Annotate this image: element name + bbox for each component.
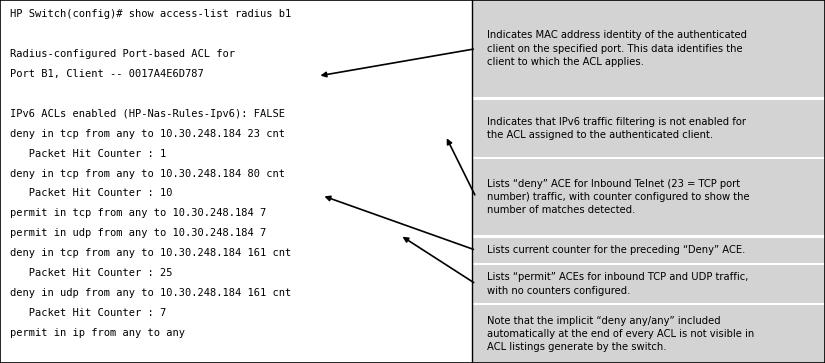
Text: Packet Hit Counter : 25: Packet Hit Counter : 25 <box>10 268 172 278</box>
Text: Radius-configured Port-based ACL for: Radius-configured Port-based ACL for <box>10 49 235 59</box>
Bar <box>0 0 472 363</box>
Bar <box>472 235 825 238</box>
Text: Packet Hit Counter : 10: Packet Hit Counter : 10 <box>10 188 172 199</box>
Text: Lists current counter for the preceding “Deny” ACE.: Lists current counter for the preceding … <box>487 245 745 255</box>
Text: deny in tcp from any to 10.30.248.184 161 cnt: deny in tcp from any to 10.30.248.184 16… <box>10 248 291 258</box>
Bar <box>472 159 825 235</box>
Bar <box>472 303 825 305</box>
Text: Indicates that IPv6 traffic filtering is not enabled for
the ACL assigned to the: Indicates that IPv6 traffic filtering is… <box>487 117 746 140</box>
Text: permit in ip from any to any: permit in ip from any to any <box>10 328 185 338</box>
Text: permit in tcp from any to 10.30.248.184 7: permit in tcp from any to 10.30.248.184 … <box>10 208 266 219</box>
Bar <box>472 157 825 159</box>
Bar <box>472 263 825 265</box>
Text: HP Switch(config)# show access-list radius b1: HP Switch(config)# show access-list radi… <box>10 9 291 20</box>
Text: Indicates MAC address identity of the authenticated
client on the specified port: Indicates MAC address identity of the au… <box>487 30 747 67</box>
Bar <box>472 265 825 303</box>
Text: deny in tcp from any to 10.30.248.184 23 cnt: deny in tcp from any to 10.30.248.184 23… <box>10 129 285 139</box>
Bar <box>472 0 825 363</box>
Bar <box>472 238 825 263</box>
Bar <box>472 305 825 363</box>
Text: deny in udp from any to 10.30.248.184 161 cnt: deny in udp from any to 10.30.248.184 16… <box>10 288 291 298</box>
Text: permit in udp from any to 10.30.248.184 7: permit in udp from any to 10.30.248.184 … <box>10 228 266 238</box>
Bar <box>472 0 825 97</box>
Text: Lists “deny” ACE for Inbound Telnet (23 = TCP port
number) traffic, with counter: Lists “deny” ACE for Inbound Telnet (23 … <box>487 179 749 216</box>
Bar <box>472 100 825 157</box>
Text: Note that the implicit “deny any/any” included
automatically at the end of every: Note that the implicit “deny any/any” in… <box>487 316 754 352</box>
Text: Lists “permit” ACEs for inbound TCP and UDP traffic,
with no counters configured: Lists “permit” ACEs for inbound TCP and … <box>487 273 748 295</box>
Text: deny in tcp from any to 10.30.248.184 80 cnt: deny in tcp from any to 10.30.248.184 80… <box>10 168 285 179</box>
Text: Packet Hit Counter : 7: Packet Hit Counter : 7 <box>10 308 166 318</box>
Text: Packet Hit Counter : 1: Packet Hit Counter : 1 <box>10 149 166 159</box>
Bar <box>472 97 825 100</box>
Text: Port B1, Client -- 0017A4E6D787: Port B1, Client -- 0017A4E6D787 <box>10 69 204 79</box>
Text: IPv6 ACLs enabled (HP-Nas-Rules-Ipv6): FALSE: IPv6 ACLs enabled (HP-Nas-Rules-Ipv6): F… <box>10 109 285 119</box>
